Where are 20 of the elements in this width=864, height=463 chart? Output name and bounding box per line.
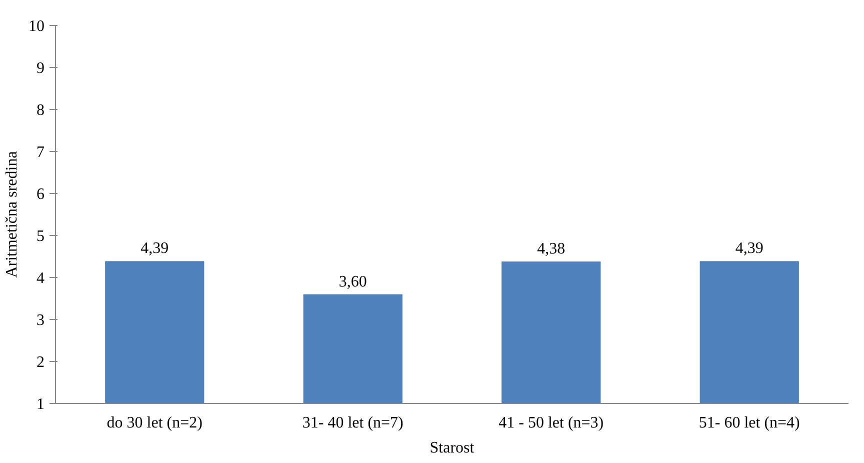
y-axis-title: Aritmetična sredina <box>4 151 20 278</box>
data-label: 4,39 <box>140 240 169 258</box>
y-tick-label: 7 <box>36 144 44 161</box>
x-tick-label: 31- 40 let (n=7) <box>302 414 404 432</box>
x-tick-label: 51- 60 let (n=4) <box>698 414 800 432</box>
y-tick-label: 9 <box>36 60 44 77</box>
y-tick-label: 3 <box>36 312 44 329</box>
data-label: 3,60 <box>338 273 367 290</box>
x-tick-label: 41 - 50 let (n=3) <box>498 414 604 432</box>
x-axis-title: Starost <box>430 440 475 456</box>
y-tick-label: 2 <box>36 354 44 371</box>
y-tick-label: 6 <box>36 186 44 203</box>
data-label: 4,38 <box>537 240 566 258</box>
y-tick-label: 5 <box>36 228 44 245</box>
x-tick-label: do 30 let (n=2) <box>106 414 202 432</box>
y-tick-label: 8 <box>36 102 44 119</box>
data-label: 4,39 <box>735 240 764 258</box>
y-tick-label: 4 <box>36 270 44 287</box>
y-tick-label: 10 <box>28 18 44 35</box>
y-tick-label: 1 <box>36 396 44 413</box>
